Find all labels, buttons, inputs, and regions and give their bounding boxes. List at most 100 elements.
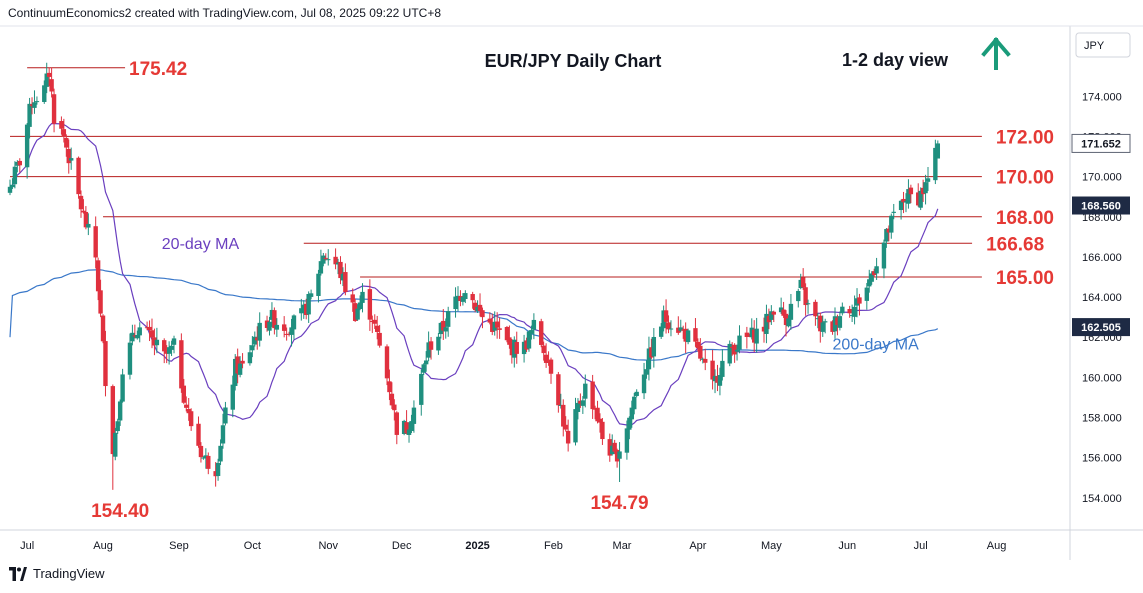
candle-body [286, 333, 292, 335]
candle [100, 314, 106, 344]
candle [558, 393, 564, 409]
candle [715, 364, 720, 392]
price-tag-box [1071, 133, 1131, 153]
candle-body [132, 335, 138, 337]
candle-body [360, 291, 365, 303]
candle [335, 258, 341, 275]
candle-body [370, 320, 375, 323]
candle [149, 318, 155, 349]
candle [898, 199, 904, 220]
candle [583, 374, 588, 408]
candle-body [299, 308, 304, 314]
tradingview-brand: TradingView [33, 566, 105, 581]
candle-body [837, 316, 843, 328]
candle [370, 315, 375, 334]
candle-body [695, 341, 701, 349]
tradingview-footer[interactable]: TradingView [8, 566, 105, 581]
candle [752, 320, 757, 352]
candle [42, 80, 47, 104]
candle-body [333, 256, 338, 265]
candle-body [166, 347, 172, 354]
candle-body [406, 429, 412, 435]
candle-body [871, 271, 877, 276]
candle-body [891, 211, 896, 213]
candle-body [717, 375, 723, 386]
candle-body [472, 302, 478, 311]
candle-body [340, 273, 346, 281]
candle [600, 417, 605, 445]
candle-body [693, 328, 698, 342]
candle-body [78, 195, 84, 210]
candle [46, 67, 52, 87]
candle [832, 307, 838, 339]
low-label: 154.79 [590, 493, 648, 514]
candle [83, 206, 89, 230]
candle-body [668, 328, 674, 330]
candle-body [678, 327, 683, 331]
candle-body [137, 327, 142, 336]
candle [712, 369, 718, 394]
candle-body [800, 277, 806, 288]
horizontal-levels[interactable]: 175.42 172.00 170.00 168.00 166.68 165.00 [10, 59, 1054, 289]
candle [419, 369, 424, 416]
candle-body [281, 324, 287, 331]
candle [34, 96, 40, 105]
candle [458, 290, 463, 307]
candle [460, 293, 466, 306]
candle-body [147, 326, 152, 331]
candle-body [737, 335, 742, 350]
candle-body [230, 384, 235, 410]
candle-body [578, 400, 583, 404]
candle-body [766, 316, 772, 323]
candle-body [925, 178, 931, 182]
candle [171, 335, 177, 354]
candle-body [923, 182, 928, 194]
candle [644, 360, 649, 379]
candle-body [215, 462, 221, 476]
x-tick-label: Mar [613, 540, 632, 552]
candle-body [852, 306, 857, 317]
candle-body [575, 402, 581, 412]
candle-body [710, 360, 715, 380]
candle-body [507, 337, 512, 345]
candle-body [788, 303, 794, 320]
price-tag-label: 171.652 [1081, 138, 1121, 150]
candle [526, 330, 532, 352]
candle-body [458, 296, 463, 302]
candle [264, 315, 270, 332]
candle [423, 351, 429, 372]
candle-body [252, 336, 258, 345]
candle [524, 337, 529, 353]
candle [110, 384, 116, 490]
candle-body [771, 311, 776, 315]
candle [181, 378, 187, 405]
candle [426, 331, 431, 362]
candle [771, 310, 776, 323]
up-arrow-icon-shape [981, 37, 1011, 70]
candle [113, 427, 118, 461]
candle [867, 269, 872, 293]
candle [137, 322, 142, 343]
candle-body [203, 455, 209, 458]
candle-body [198, 445, 204, 458]
candle-body [916, 192, 921, 206]
candle [215, 458, 221, 481]
candle-body [83, 211, 89, 228]
candle-body [117, 401, 123, 421]
candle [681, 325, 686, 339]
candle [166, 341, 172, 365]
candle [409, 414, 414, 434]
candle [355, 304, 360, 321]
candle [531, 313, 537, 340]
candle-body [504, 327, 510, 341]
candle-body [715, 376, 720, 383]
candle-body [840, 306, 845, 314]
candle [17, 158, 22, 173]
currency-box [1075, 32, 1131, 58]
candle [629, 400, 635, 428]
candle-body [889, 215, 894, 233]
candle [66, 139, 71, 174]
candle [641, 362, 647, 400]
candle-body [162, 340, 167, 352]
